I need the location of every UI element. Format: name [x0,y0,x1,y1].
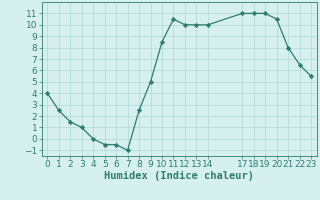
X-axis label: Humidex (Indice chaleur): Humidex (Indice chaleur) [104,171,254,181]
